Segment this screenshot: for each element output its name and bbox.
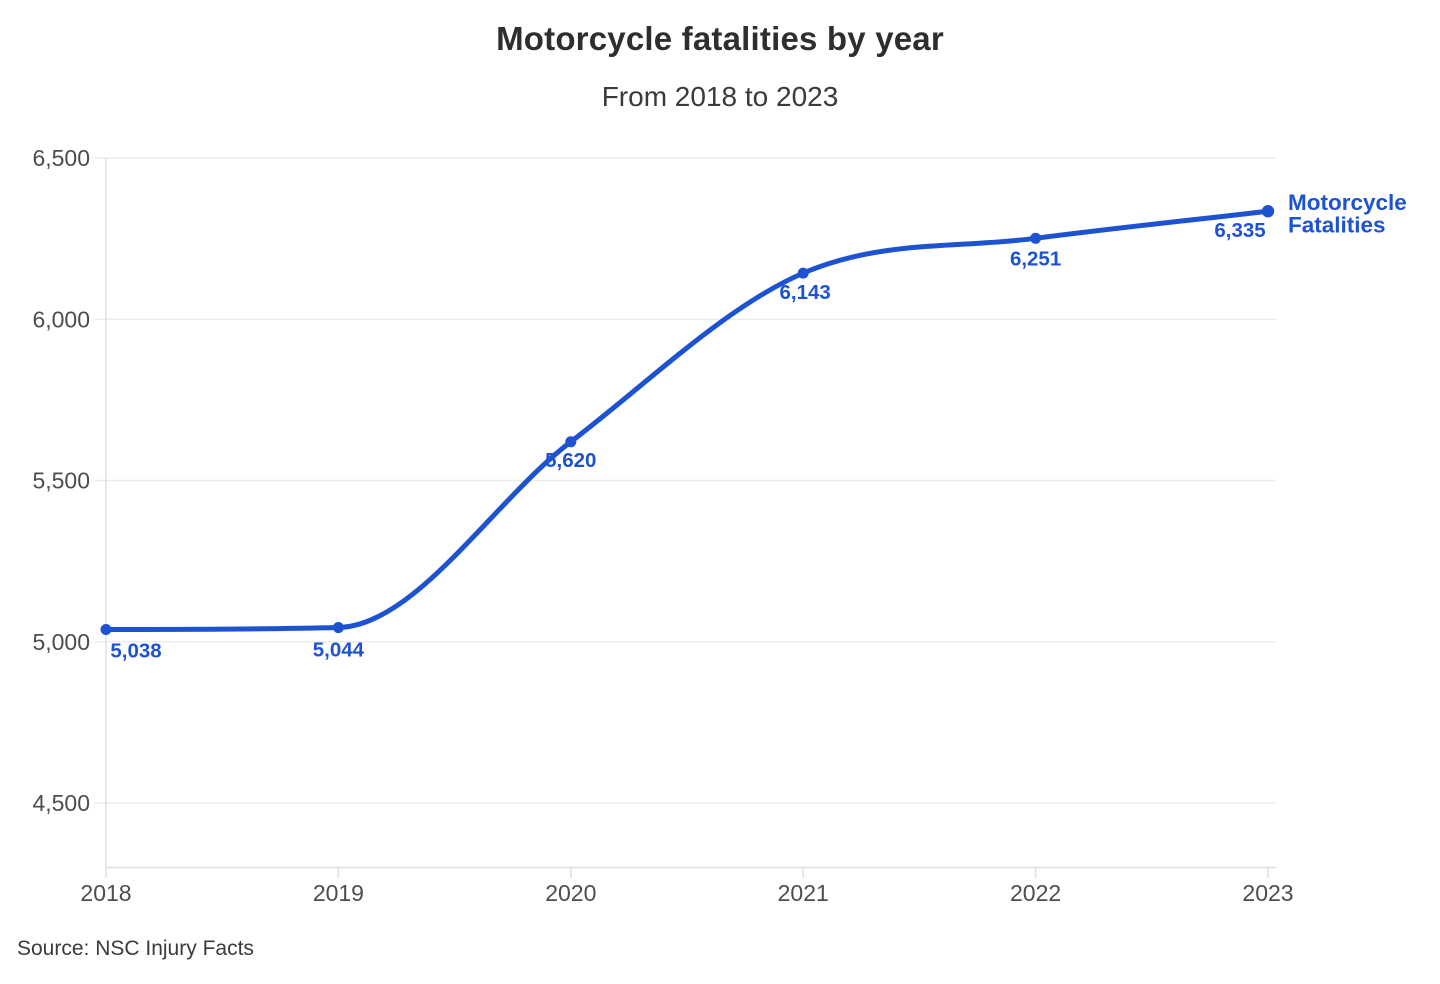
data-point — [1261, 205, 1275, 218]
x-axis-tick-label: 2020 — [545, 880, 596, 906]
data-point-label: 6,251 — [1010, 247, 1061, 270]
x-axis-tick-label: 2018 — [80, 880, 131, 906]
series-label: Fatalities — [1288, 213, 1386, 238]
data-point — [332, 622, 344, 634]
data-point — [565, 436, 577, 448]
chart-title: Motorcycle fatalities by year — [496, 20, 944, 57]
x-axis-tick-label: 2023 — [1242, 880, 1293, 906]
data-point-label: 6,335 — [1214, 219, 1265, 242]
series-line — [103, 208, 1271, 632]
data-point-label: 5,044 — [313, 639, 365, 662]
source-note: Source: NSC Injury Facts — [17, 937, 254, 960]
y-axis-tick-label: 5,000 — [32, 629, 90, 655]
data-point-label: 5,620 — [545, 449, 596, 472]
data-point — [100, 623, 112, 635]
x-axis-tick-label: 2019 — [313, 880, 364, 906]
chart-subtitle: From 2018 to 2023 — [601, 81, 839, 112]
y-axis-tick-label: 4,500 — [32, 790, 90, 816]
data-point — [1030, 232, 1042, 244]
x-axis-tick-label: 2022 — [1010, 880, 1061, 906]
y-axis-tick-label: 6,500 — [32, 145, 90, 171]
y-axis-tick-label: 6,000 — [32, 306, 90, 332]
data-point-label: 6,143 — [780, 281, 831, 304]
y-axis-tick-label: 5,500 — [32, 468, 90, 494]
data-point-label: 5,038 — [110, 639, 161, 662]
series-label: Motorcycle — [1288, 190, 1407, 215]
data-point — [797, 267, 809, 279]
x-axis-tick-label: 2021 — [778, 880, 829, 906]
